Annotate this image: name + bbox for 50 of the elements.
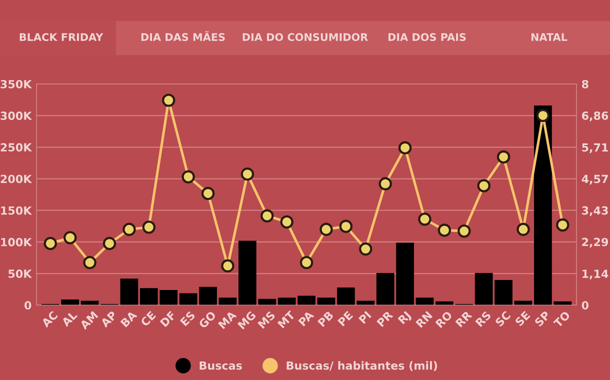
legend-label: Buscas [200,361,242,370]
x-tick-label: MT [277,310,296,328]
y-tick-label: 200K [0,174,32,184]
x-tick-label: SC [494,310,512,327]
text: DIA DO CONSUMIDOR [242,33,368,42]
x-tick-label: TO [553,310,571,328]
x-tick-label: BA [120,310,138,328]
x-tick-label: CE [140,310,156,327]
y2-tick-label: 8 [582,80,588,88]
y2-tick-label: 2,29 [582,238,608,248]
x-tick-label: PI [358,310,372,324]
x-tick-label: RN [416,310,432,328]
y2-tick-label: 6,86 [582,111,608,122]
y2-tick-label: 5,71 [582,143,608,154]
x-tick-label: SE [514,310,530,327]
y-tick-label: 50K [8,270,32,278]
x-tick-label: RS [475,310,492,328]
y2-tick-label: 1,14 [582,270,608,280]
x-tick-label: PA [298,310,314,326]
y-tick-label: 150K [1,206,32,215]
x-tick-label: DF [160,310,176,328]
x-tick-label: PE [338,310,354,326]
x-tick-label: MS [257,310,276,329]
y-tick-label: 0 [24,301,32,310]
x-tick-label: MA [218,310,237,330]
x-tick-label: RJ [398,310,413,326]
x-tick-label: RR [455,310,472,328]
x-tick-label: AM [79,310,98,330]
x-tick-label: AC [40,310,58,328]
x-tick-label: AP [100,310,118,328]
y-tick-label: 350K [0,80,32,88]
y-tick-label: 300K [0,112,32,120]
x-tick-label: MG [237,310,256,330]
legend-label: Buscas/ habitantes (mil) [286,361,437,372]
x-tick-label: PR [376,310,394,328]
y2-tick-label: 4,57 [582,174,608,185]
text: NATAL [531,33,568,41]
x-tick-label: ES [180,310,196,326]
x-tick-label: GO [198,310,216,329]
y-tick-label: 250K [0,143,32,152]
x-tick-label: AL [61,310,78,328]
x-tick-label: RO [435,310,453,328]
text: BLACK FRIDAY [20,33,104,42]
text: DIA DOS PAIS [388,33,466,42]
x-tick-label: SP [534,310,551,327]
y-tick-label: 100K [1,238,32,246]
text: DIA DAS MÃES [141,31,225,42]
y2-tick-label: 0 [582,301,589,310]
x-tick-label: PB [318,310,334,327]
y2-tick-label: 3,43 [582,206,608,216]
